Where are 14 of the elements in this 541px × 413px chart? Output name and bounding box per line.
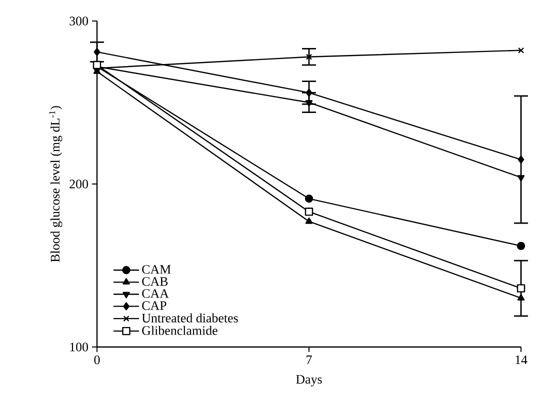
x-axis-title: Days [296, 375, 322, 386]
y-axis-title: Blood glucose level (mg dL$^{-1}$) [49, 106, 62, 262]
y-tick-label: 300 [70, 16, 88, 26]
x-tick-label: 14 [516, 356, 528, 364]
x-tick-label: 7 [306, 356, 312, 364]
x-tick-label: 0 [94, 356, 100, 364]
legend-label: Glibenclamide [142, 326, 218, 335]
legend-label: CAB [142, 277, 168, 286]
y-tick-label: 200 [70, 180, 88, 188]
y-tick-label: 100 [70, 342, 88, 352]
legend-label: CAM [142, 265, 171, 274]
legend-label: CAA [142, 289, 169, 298]
legend-label: CAP [142, 301, 166, 310]
legend-label: Untreated diabetes [142, 313, 238, 322]
